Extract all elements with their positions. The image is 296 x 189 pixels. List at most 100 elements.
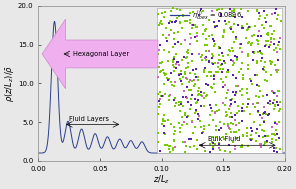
Point bbox=[211, 136, 215, 139]
Point bbox=[179, 103, 184, 106]
Point bbox=[264, 134, 268, 137]
Point bbox=[192, 84, 197, 88]
Point bbox=[260, 56, 264, 59]
Point bbox=[272, 108, 276, 111]
Point bbox=[255, 62, 260, 65]
Point bbox=[207, 49, 211, 52]
Point bbox=[181, 121, 186, 124]
Point bbox=[228, 111, 233, 114]
Point bbox=[167, 99, 172, 102]
Point bbox=[262, 141, 267, 144]
Point bbox=[261, 65, 266, 68]
Point bbox=[274, 101, 279, 104]
Point bbox=[274, 133, 279, 136]
Point bbox=[269, 141, 274, 144]
Point bbox=[213, 25, 217, 28]
Point bbox=[240, 106, 244, 109]
Point bbox=[170, 84, 175, 87]
Point bbox=[229, 116, 234, 119]
Text: Hexagonal Layer: Hexagonal Layer bbox=[73, 51, 129, 57]
Point bbox=[255, 43, 260, 46]
Point bbox=[211, 63, 215, 66]
Point bbox=[276, 136, 281, 139]
Point bbox=[187, 33, 192, 36]
Point bbox=[234, 55, 239, 58]
Point bbox=[240, 50, 244, 53]
Point bbox=[257, 14, 262, 17]
Point bbox=[217, 58, 222, 61]
Point bbox=[157, 90, 162, 93]
Point bbox=[240, 135, 245, 138]
Point bbox=[263, 78, 267, 81]
Point bbox=[212, 91, 217, 94]
Point bbox=[168, 144, 172, 147]
Point bbox=[238, 67, 243, 70]
Point bbox=[211, 148, 215, 151]
Point bbox=[258, 143, 262, 146]
Point bbox=[164, 39, 169, 42]
Point bbox=[176, 30, 180, 33]
Point bbox=[184, 78, 189, 81]
Point bbox=[196, 90, 200, 93]
Point bbox=[272, 134, 277, 137]
Point bbox=[161, 119, 165, 122]
Point bbox=[240, 87, 244, 90]
Point bbox=[219, 51, 224, 54]
Point bbox=[173, 53, 178, 56]
Point bbox=[245, 29, 250, 32]
Point bbox=[184, 51, 189, 54]
Point bbox=[170, 20, 175, 23]
Point bbox=[198, 143, 203, 146]
Y-axis label: $\rho(z/L_z)/\bar{\rho}$: $\rho(z/L_z)/\bar{\rho}$ bbox=[4, 65, 17, 102]
Point bbox=[226, 122, 231, 125]
Point bbox=[190, 10, 195, 13]
Point bbox=[237, 122, 242, 125]
Point bbox=[258, 113, 263, 116]
Point bbox=[271, 37, 276, 40]
Point bbox=[196, 52, 201, 55]
Point bbox=[263, 16, 267, 19]
Point bbox=[209, 107, 213, 110]
Point bbox=[222, 123, 226, 126]
Point bbox=[271, 91, 276, 94]
Point bbox=[269, 37, 274, 40]
Point bbox=[177, 21, 182, 24]
Point bbox=[254, 140, 258, 143]
Point bbox=[187, 107, 192, 110]
Point bbox=[217, 46, 222, 49]
Point bbox=[194, 110, 198, 113]
Point bbox=[162, 72, 167, 75]
Point bbox=[259, 128, 264, 131]
Point bbox=[251, 121, 256, 124]
Point bbox=[177, 73, 182, 76]
Point bbox=[206, 60, 211, 63]
Point bbox=[204, 28, 209, 31]
Point bbox=[257, 84, 261, 87]
Point bbox=[199, 94, 204, 98]
Point bbox=[212, 74, 217, 77]
Point bbox=[234, 92, 239, 95]
Point bbox=[194, 26, 199, 29]
Point bbox=[272, 150, 276, 153]
Point bbox=[221, 138, 226, 141]
Point bbox=[255, 110, 260, 113]
Point bbox=[233, 36, 238, 39]
Point bbox=[258, 113, 263, 116]
Point bbox=[199, 144, 204, 147]
Point bbox=[192, 145, 196, 148]
Point bbox=[263, 135, 268, 138]
Point bbox=[202, 67, 207, 70]
Point bbox=[233, 54, 238, 57]
Point bbox=[167, 148, 172, 151]
Point bbox=[239, 7, 243, 10]
Point bbox=[232, 61, 237, 64]
Point bbox=[158, 21, 163, 24]
Point bbox=[273, 47, 278, 50]
Point bbox=[240, 27, 245, 30]
Point bbox=[223, 104, 227, 107]
Point bbox=[258, 34, 263, 37]
Point bbox=[192, 73, 197, 76]
Point bbox=[267, 113, 272, 116]
Point bbox=[216, 8, 221, 11]
Point bbox=[240, 26, 245, 29]
